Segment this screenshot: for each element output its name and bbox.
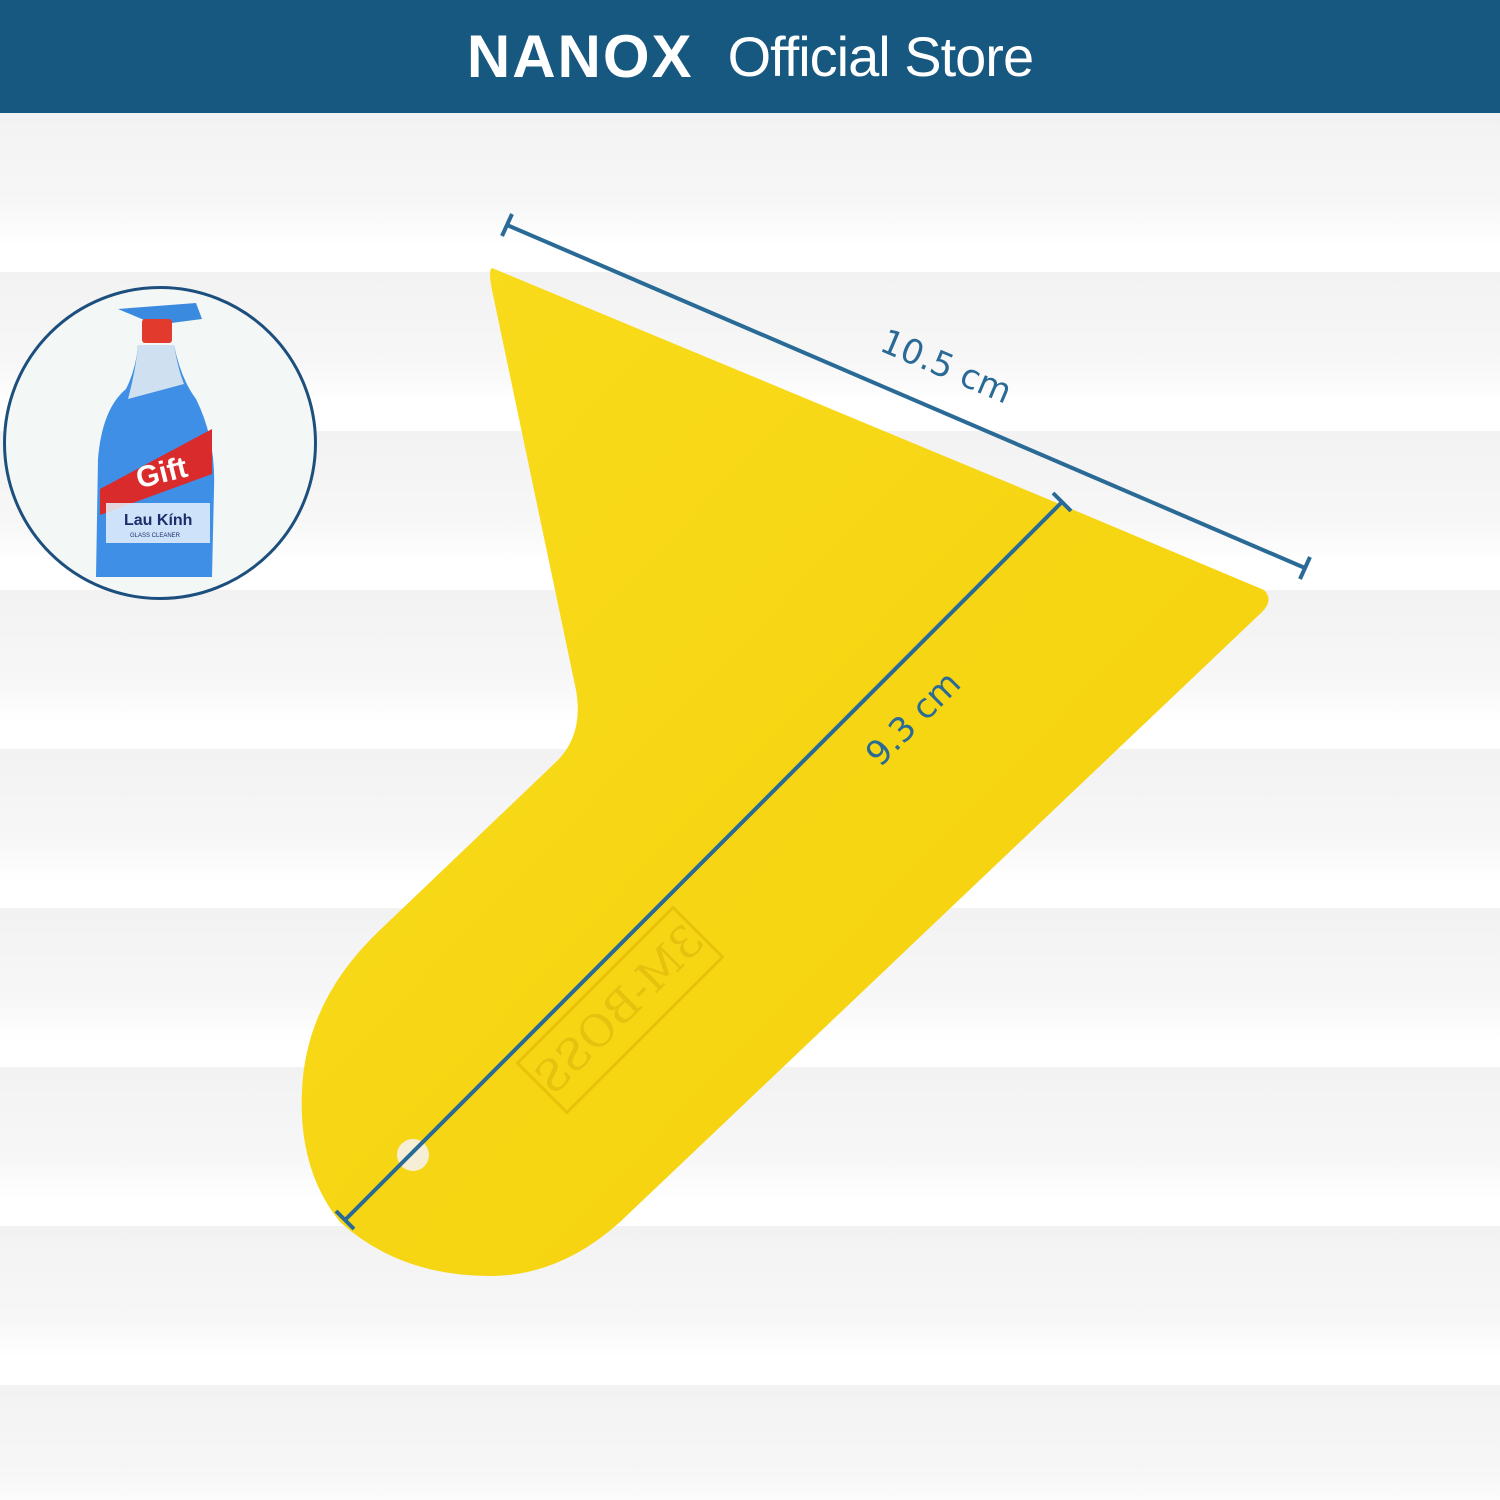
width-dimension-line — [500, 213, 1312, 580]
product-label: Lau Kính — [124, 512, 192, 529]
hang-hole — [397, 1139, 429, 1171]
width-label: 10.5 cm — [874, 321, 1017, 412]
spray-bottle-image: Gift Lau Kính GLASS CLEANER — [96, 303, 215, 577]
brand-logo: NANOX — [466, 23, 694, 90]
header-title: Official Store — [727, 25, 1035, 88]
height-dimension-line — [334, 491, 1073, 1231]
store-header: NANOX Official Store — [0, 0, 1500, 113]
yellow-squeegee — [301, 268, 1269, 1276]
glass-cleaner-thumbnail: Gift Lau Kính GLASS CLEANER — [3, 286, 317, 600]
product-subtitle: GLASS CLEANER — [130, 533, 181, 539]
